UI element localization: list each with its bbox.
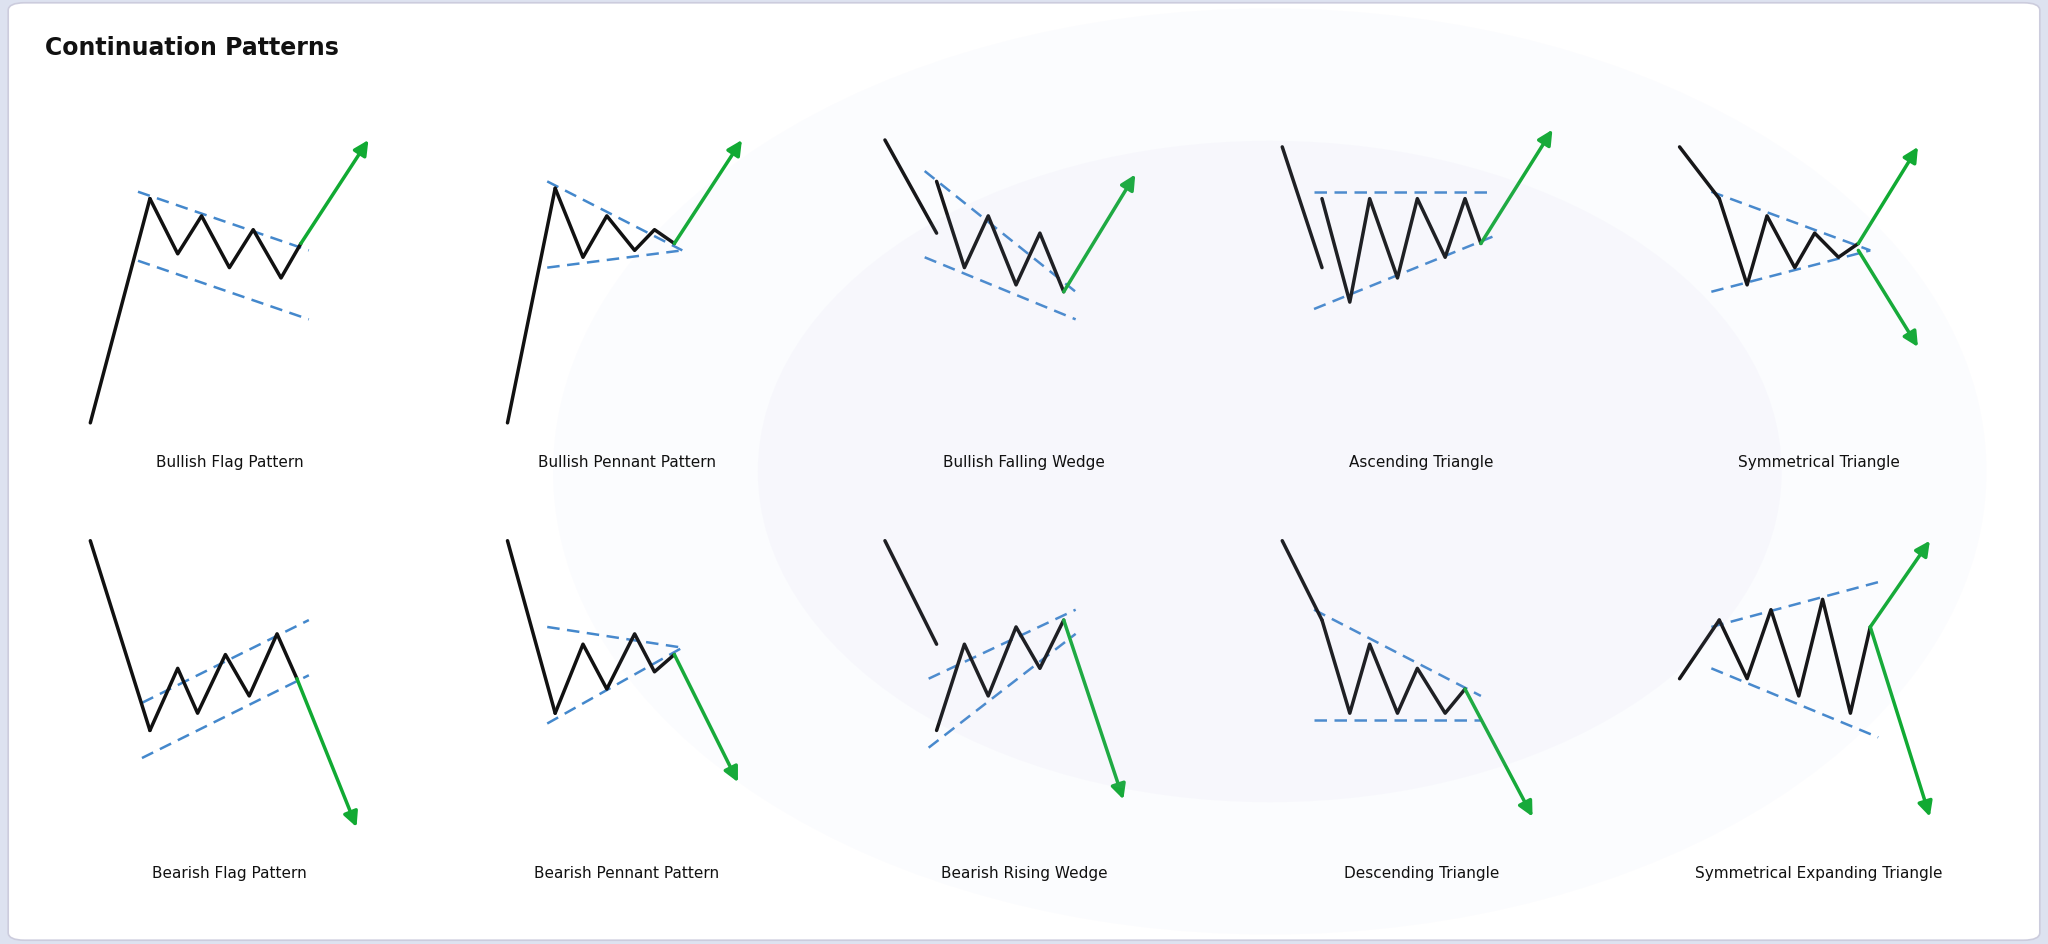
Text: Bearish Pennant Pattern: Bearish Pennant Pattern	[535, 865, 719, 880]
Text: Bearish Flag Pattern: Bearish Flag Pattern	[152, 865, 307, 880]
Text: Bullish Flag Pattern: Bullish Flag Pattern	[156, 454, 303, 469]
Text: Descending Triangle: Descending Triangle	[1343, 865, 1499, 880]
Text: Bearish Rising Wedge: Bearish Rising Wedge	[940, 865, 1108, 880]
Text: Bullish Falling Wedge: Bullish Falling Wedge	[942, 454, 1106, 469]
Text: Symmetrical Triangle: Symmetrical Triangle	[1737, 454, 1901, 469]
Text: Symmetrical Expanding Triangle: Symmetrical Expanding Triangle	[1696, 865, 1942, 880]
Text: Ascending Triangle: Ascending Triangle	[1350, 454, 1493, 469]
Text: Bullish Pennant Pattern: Bullish Pennant Pattern	[539, 454, 715, 469]
Text: Continuation Patterns: Continuation Patterns	[45, 36, 338, 59]
